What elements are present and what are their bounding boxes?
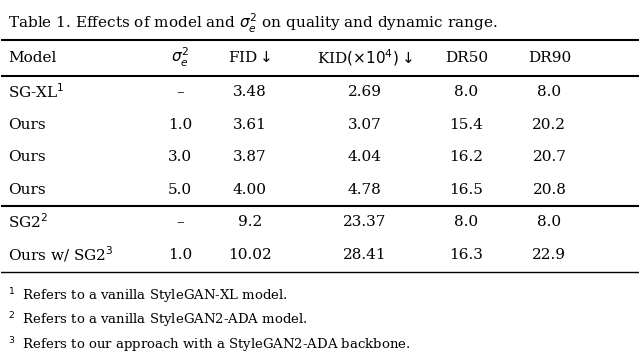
Text: 9.2: 9.2 [238,215,262,229]
Text: 8.0: 8.0 [538,215,561,229]
Text: 8.0: 8.0 [454,85,479,99]
Text: $^2$  Refers to a vanilla StyleGAN2-ADA model.: $^2$ Refers to a vanilla StyleGAN2-ADA m… [8,311,308,330]
Text: 20.8: 20.8 [532,183,566,197]
Text: SG-XL$^1$: SG-XL$^1$ [8,83,65,101]
Text: 4.04: 4.04 [348,150,381,164]
Text: –: – [176,215,184,229]
Text: 3.87: 3.87 [233,150,267,164]
Text: DR90: DR90 [528,51,571,65]
Text: –: – [176,85,184,99]
Text: 16.3: 16.3 [450,248,483,262]
Text: 1.0: 1.0 [168,117,192,131]
Text: $\sigma_e^2$: $\sigma_e^2$ [171,46,189,69]
Text: 15.4: 15.4 [450,117,483,131]
Text: 20.7: 20.7 [532,150,566,164]
Text: DR50: DR50 [445,51,488,65]
Text: 16.2: 16.2 [449,150,484,164]
Text: 28.41: 28.41 [343,248,387,262]
Text: Ours w/ SG2$^3$: Ours w/ SG2$^3$ [8,245,113,265]
Text: Ours: Ours [8,183,45,197]
Text: 3.0: 3.0 [168,150,192,164]
Text: 20.2: 20.2 [532,117,566,131]
Text: 4.78: 4.78 [348,183,381,197]
Text: KID$(\times10^4)$$\downarrow$: KID$(\times10^4)$$\downarrow$ [317,48,412,68]
Text: Table 1. Effects of model and $\sigma_e^2$ on quality and dynamic range.: Table 1. Effects of model and $\sigma_e^… [8,12,497,35]
Text: Ours: Ours [8,150,45,164]
Text: 4.00: 4.00 [233,183,267,197]
Text: 2.69: 2.69 [348,85,381,99]
Text: 5.0: 5.0 [168,183,192,197]
Text: 22.9: 22.9 [532,248,566,262]
Text: 3.48: 3.48 [233,85,267,99]
Text: 3.07: 3.07 [348,117,381,131]
Text: 8.0: 8.0 [538,85,561,99]
Text: $^1$  Refers to a vanilla StyleGAN-XL model.: $^1$ Refers to a vanilla StyleGAN-XL mod… [8,286,287,306]
Text: Ours: Ours [8,117,45,131]
Text: 16.5: 16.5 [450,183,483,197]
Text: 8.0: 8.0 [454,215,479,229]
Text: Model: Model [8,51,56,65]
Text: 10.02: 10.02 [228,248,272,262]
Text: $^3$  Refers to our approach with a StyleGAN2-ADA backbone.: $^3$ Refers to our approach with a Style… [8,335,410,355]
Text: 23.37: 23.37 [343,215,387,229]
Text: FID$\downarrow$: FID$\downarrow$ [228,50,271,66]
Text: 3.61: 3.61 [233,117,267,131]
Text: 1.0: 1.0 [168,248,192,262]
Text: SG2$^2$: SG2$^2$ [8,213,48,231]
